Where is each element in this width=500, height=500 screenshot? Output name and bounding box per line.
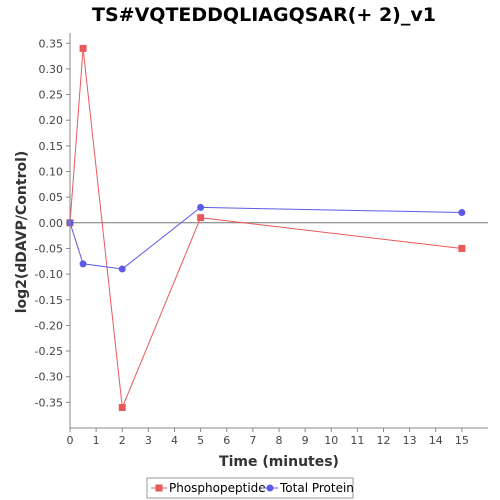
- legend-total-protein-marker: [266, 484, 274, 492]
- y-tick-label: -0.10: [35, 268, 63, 281]
- data-point-phosphopeptide: [79, 44, 87, 52]
- y-ticks: -0.35 -0.30 -0.25 -0.20 -0.15 -0.10 -0.05 0.00 0…: [35, 37, 70, 409]
- x-tick-label: 2: [119, 434, 126, 447]
- y-tick-label: -0.20: [35, 319, 63, 332]
- data-point-total-protein: [118, 265, 126, 273]
- data-point-total-protein: [79, 260, 87, 268]
- x-tick-label: 1: [93, 434, 100, 447]
- data-point-phosphopeptide: [197, 214, 205, 222]
- x-tick-label: 15: [455, 434, 469, 447]
- legend-phosphopeptide-marker: [155, 484, 163, 492]
- y-tick-label: 0.35: [39, 37, 64, 50]
- x-tick-label: 3: [145, 434, 152, 447]
- x-tick-label: 5: [197, 434, 204, 447]
- x-tick-label: 11: [350, 434, 364, 447]
- legend-box: [146, 477, 354, 499]
- x-ticks: 0 1 2 3 4 5 6 7 8 9 10 11 12 13 14 15: [67, 428, 469, 447]
- legend-phosphopeptide-label: Phosphopeptide: [169, 481, 266, 495]
- y-tick-label: 0.25: [39, 89, 64, 102]
- x-tick-label: 9: [302, 434, 309, 447]
- y-tick-label: 0.10: [39, 166, 64, 179]
- y-tick-label: 0.15: [39, 140, 64, 153]
- y-tick-label: -0.05: [35, 242, 63, 255]
- x-tick-label: 14: [429, 434, 443, 447]
- x-axis-label: Time (minutes): [219, 454, 339, 470]
- legend: Phosphopeptide Total Protein: [146, 477, 354, 499]
- data-point-phosphopeptide: [458, 244, 466, 252]
- y-tick-label: 0.00: [39, 217, 64, 230]
- x-tick-label: 10: [324, 434, 338, 447]
- legend-total-protein-label: Total Protein: [279, 481, 354, 495]
- y-tick-label: -0.30: [35, 371, 63, 384]
- plot-area: [70, 33, 488, 428]
- x-tick-label: 8: [276, 434, 283, 447]
- x-tick-label: 12: [377, 434, 391, 447]
- y-tick-label: 0.05: [39, 191, 64, 204]
- y-tick-label: -0.15: [35, 294, 63, 307]
- y-axis-label: log2(dDAVP/Control): [14, 151, 30, 314]
- data-point-phosphopeptide: [118, 403, 126, 411]
- y-tick-label: 0.20: [39, 114, 64, 127]
- y-tick-label: -0.25: [35, 345, 63, 358]
- x-tick-label: 6: [223, 434, 230, 447]
- x-tick-label: 4: [171, 434, 178, 447]
- data-point-total-protein: [197, 203, 205, 211]
- x-tick-label: 0: [67, 434, 74, 447]
- data-point-total-protein: [458, 209, 466, 217]
- x-tick-label: 13: [403, 434, 417, 447]
- y-tick-label: -0.35: [35, 396, 63, 409]
- x-tick-label: 7: [249, 434, 256, 447]
- chart-title: TS#VQTEDDQLIAGQSAR(+ 2)_v1: [92, 4, 436, 26]
- y-tick-label: 0.30: [39, 63, 64, 76]
